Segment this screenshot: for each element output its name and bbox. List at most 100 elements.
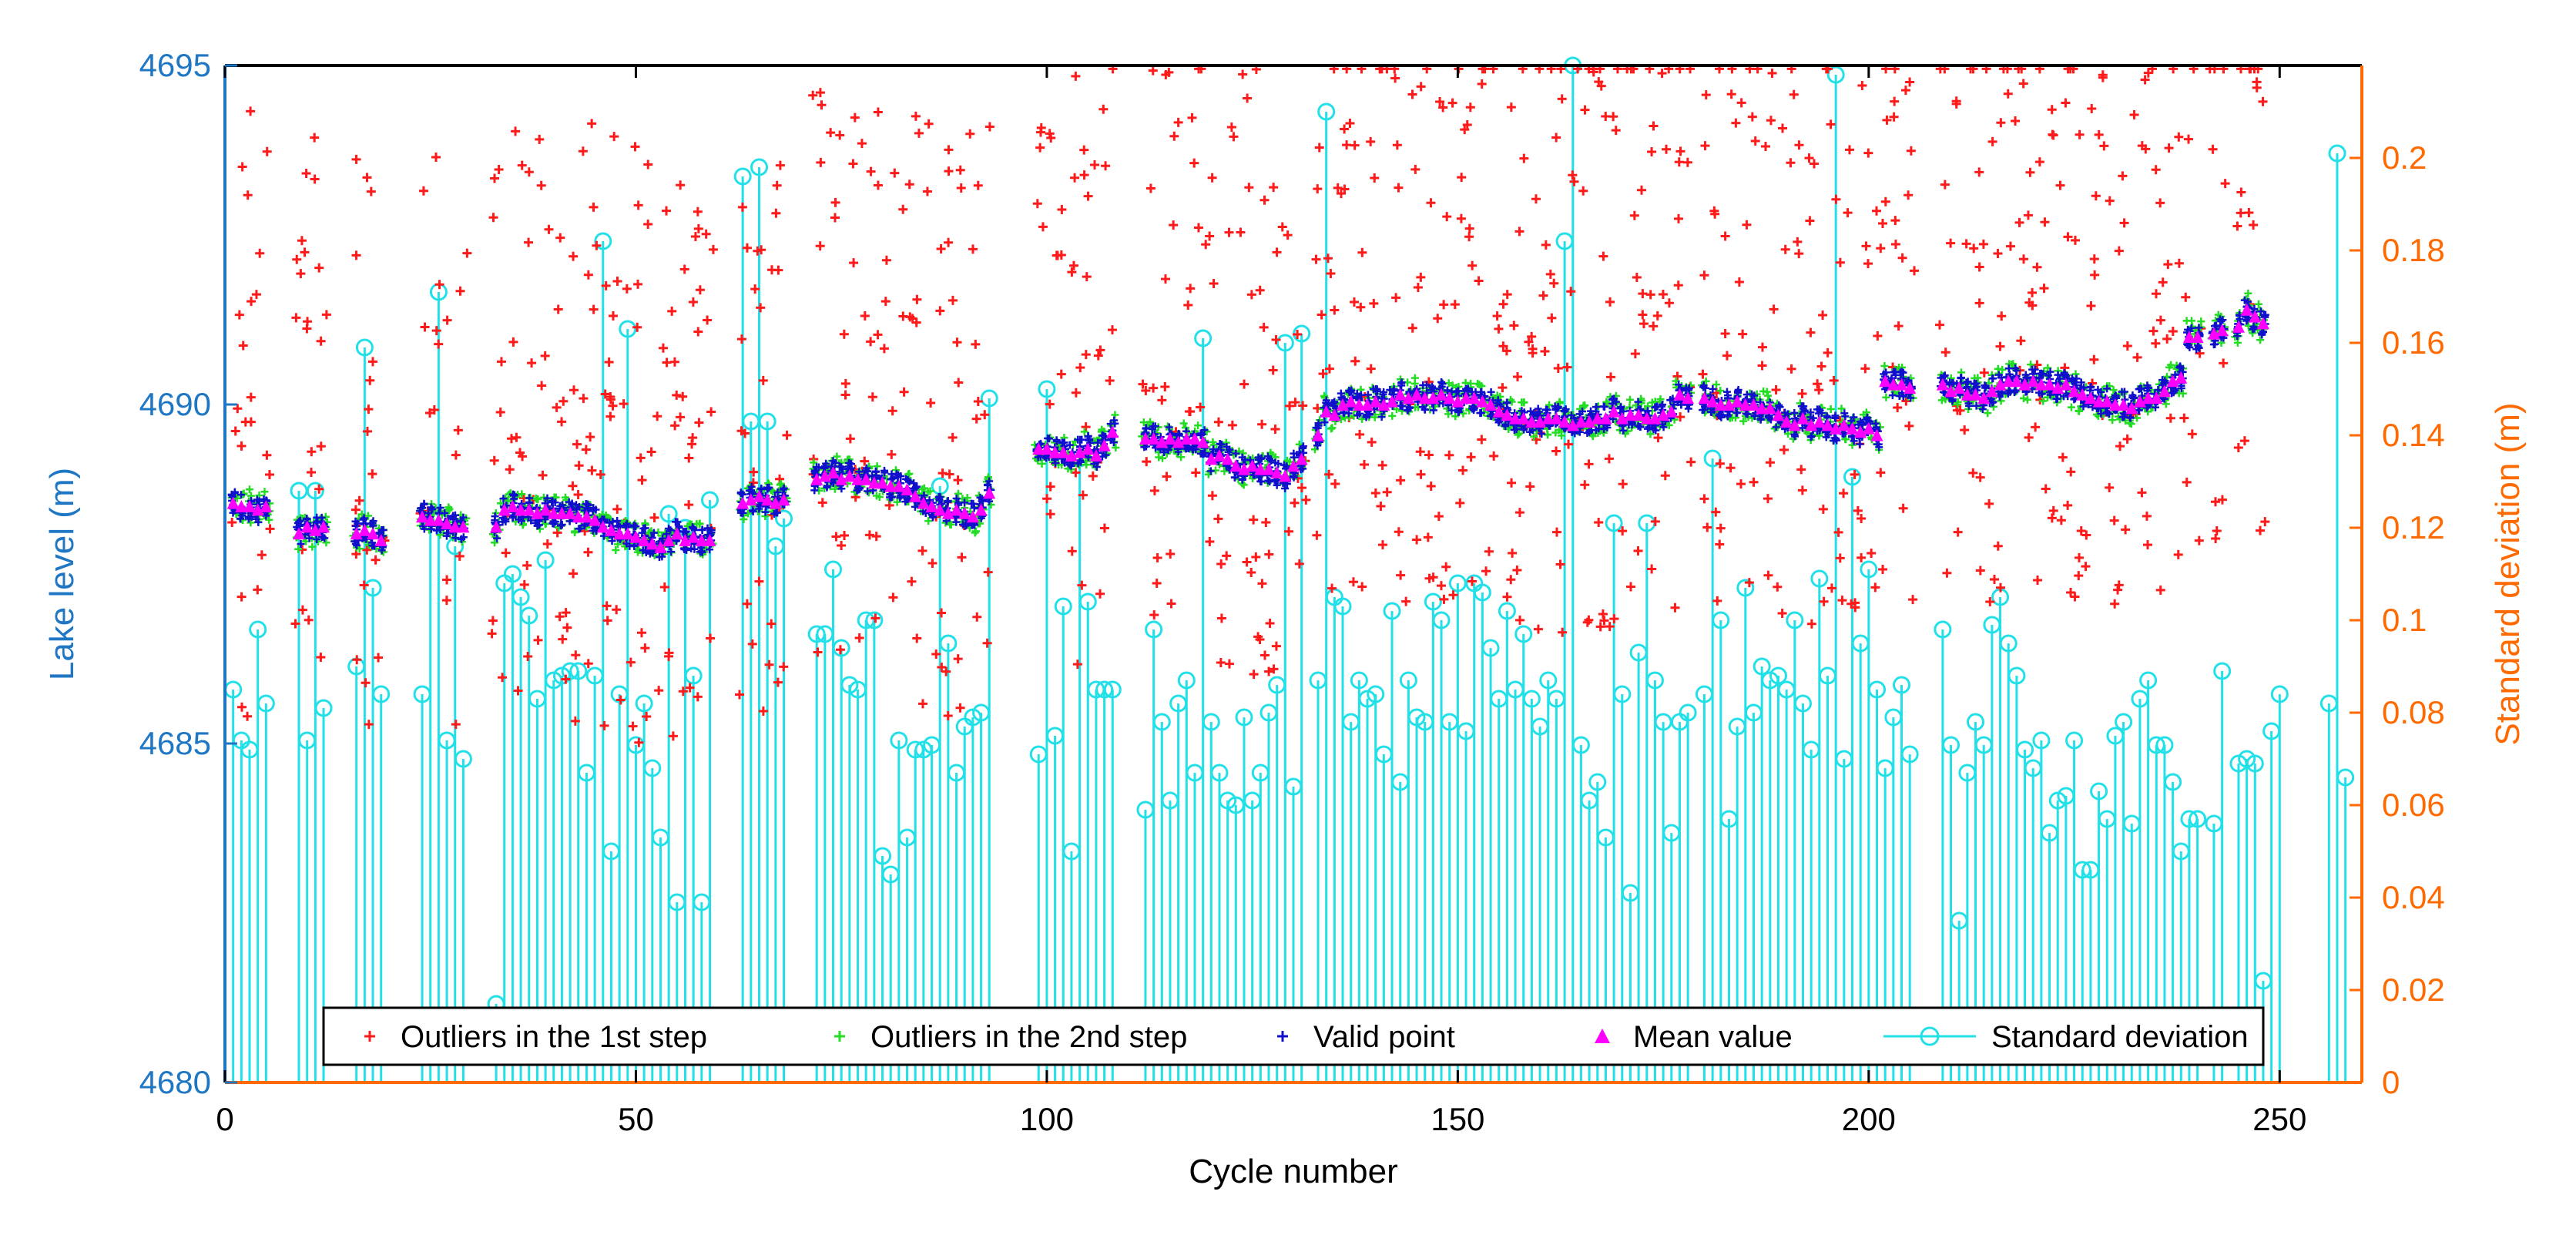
outlier-step1-point [1905,77,1914,86]
outlier-step1-point [1612,126,1621,135]
outlier-step1-point [1742,220,1751,230]
outlier-step1-point [1766,116,1776,125]
outlier-step1-point [2118,171,2127,180]
outlier-step1-point [1549,279,1558,288]
outlier-step1-point [451,451,461,460]
outlier-step1-point [317,337,326,346]
outlier-step1-point [636,453,646,462]
outlier-step1-point [1979,240,1988,249]
outlier-step1-point [292,255,301,264]
outlier-step1-point [1247,290,1256,299]
outlier-step1-point [2211,497,2220,506]
outlier-step2-point [1827,405,1835,413]
outlier-step1-point [1075,363,1085,372]
outlier-step1-point [944,711,953,720]
outlier-step1-point [643,220,652,229]
outlier-step1-point [569,385,579,394]
outlier-step1-point [442,575,451,584]
outlier-step1-point [501,549,511,558]
outlier-step1-point [1806,328,1815,337]
outlier-step1-point [1894,321,1903,331]
outlier-step1-point [239,341,248,350]
outlier-step1-point [1891,240,1900,249]
outlier-step1-point [1082,422,1091,431]
outlier-step1-point [1152,579,1162,588]
outlier-step1-point [1817,362,1826,371]
outlier-step1-point [1272,642,1281,651]
outlier-step1-point [1451,300,1460,309]
outlier-step1-point [1273,247,1282,257]
outlier-step1-point [1038,222,1048,231]
outlier-step1-point [227,518,236,527]
outlier-step1-point [1360,460,1369,469]
outlier-step1-point [2259,97,2268,106]
outlier-step1-point [1033,199,1042,208]
outlier-step1-point [235,310,244,320]
outlier-step1-point [1095,589,1105,599]
outlier-step1-point [1433,314,1442,323]
outlier-step1-point [1266,619,1275,628]
outlier-step1-point [2032,263,2041,272]
outlier-step1-point [518,161,527,170]
outlier-step1-point [972,415,981,424]
outlier-step2-point [1388,412,1396,420]
outlier-step1-point [1778,123,1787,133]
outlier-step1-point [1503,592,1512,602]
outlier-step1-point [1608,112,1618,121]
outlier-step2-point [1626,396,1634,404]
outlier-step1-point [1793,237,1802,247]
outlier-step1-point [297,236,307,245]
outlier-step1-point [816,158,825,167]
outlier-step1-point [552,403,562,412]
outlier-step1-point [1357,248,1367,257]
outlier-step1-point [1598,252,1608,261]
outlier-step1-point [914,129,924,138]
outlier-step1-point [1606,372,1615,381]
outlier-step1-point [1369,299,1378,308]
outlier-step1-point [912,634,921,643]
outlier-step1-point [954,654,963,663]
outlier-step1-point [587,119,596,128]
outlier-step1-point [352,655,361,664]
outlier-step1-point [1205,537,1214,546]
outlier-step1-point [2049,131,2058,140]
outlier-step1-point [1890,97,1899,106]
outlier-step1-point [846,434,855,443]
outlier-step1-point [779,662,788,671]
outlier-step1-point [605,412,615,421]
outlier-step1-point [1634,546,1643,556]
outlier-step1-point [1407,89,1417,99]
outlier-step1-point [709,245,718,254]
outlier-step1-point [837,541,846,550]
outlier-step1-point [1647,147,1656,156]
outlier-step2-point [1411,374,1419,382]
outlier-step1-point [2137,488,2146,497]
outlier-step1-point [1208,491,1217,500]
outlier-step1-point [1342,140,1351,149]
outlier-step1-point [2019,254,2028,263]
outlier-step1-point [1067,267,1076,277]
outlier-step1-point [1766,458,1775,467]
valid-point-series [228,297,2269,561]
outlier-step1-point [1105,376,1115,385]
outlier-step1-point [840,330,849,339]
outlier-step1-point [1503,290,1512,299]
outlier-step2-point [571,529,579,536]
outlier-step1-point [558,635,567,644]
outlier-step1-point [557,417,566,426]
outlier-step1-point [972,613,981,622]
outlier-step1-point [957,183,966,193]
outlier-step1-point [905,180,914,189]
outlier-step1-point [2011,116,2020,126]
outlier-step1-point [1638,310,1647,320]
outlier-step1-point [2219,358,2228,368]
outlier-step1-point [737,334,746,344]
outlier-step1-point [1525,482,1535,492]
outlier-step1-point [1881,197,1890,206]
outlier-step1-point [2089,355,2098,364]
outlier-step1-point [860,457,869,466]
outlier-step1-point [1108,325,1117,334]
outlier-step1-point [1080,170,1089,180]
outlier-step1-point [2028,288,2037,297]
outlier-step1-point [1843,208,1853,217]
